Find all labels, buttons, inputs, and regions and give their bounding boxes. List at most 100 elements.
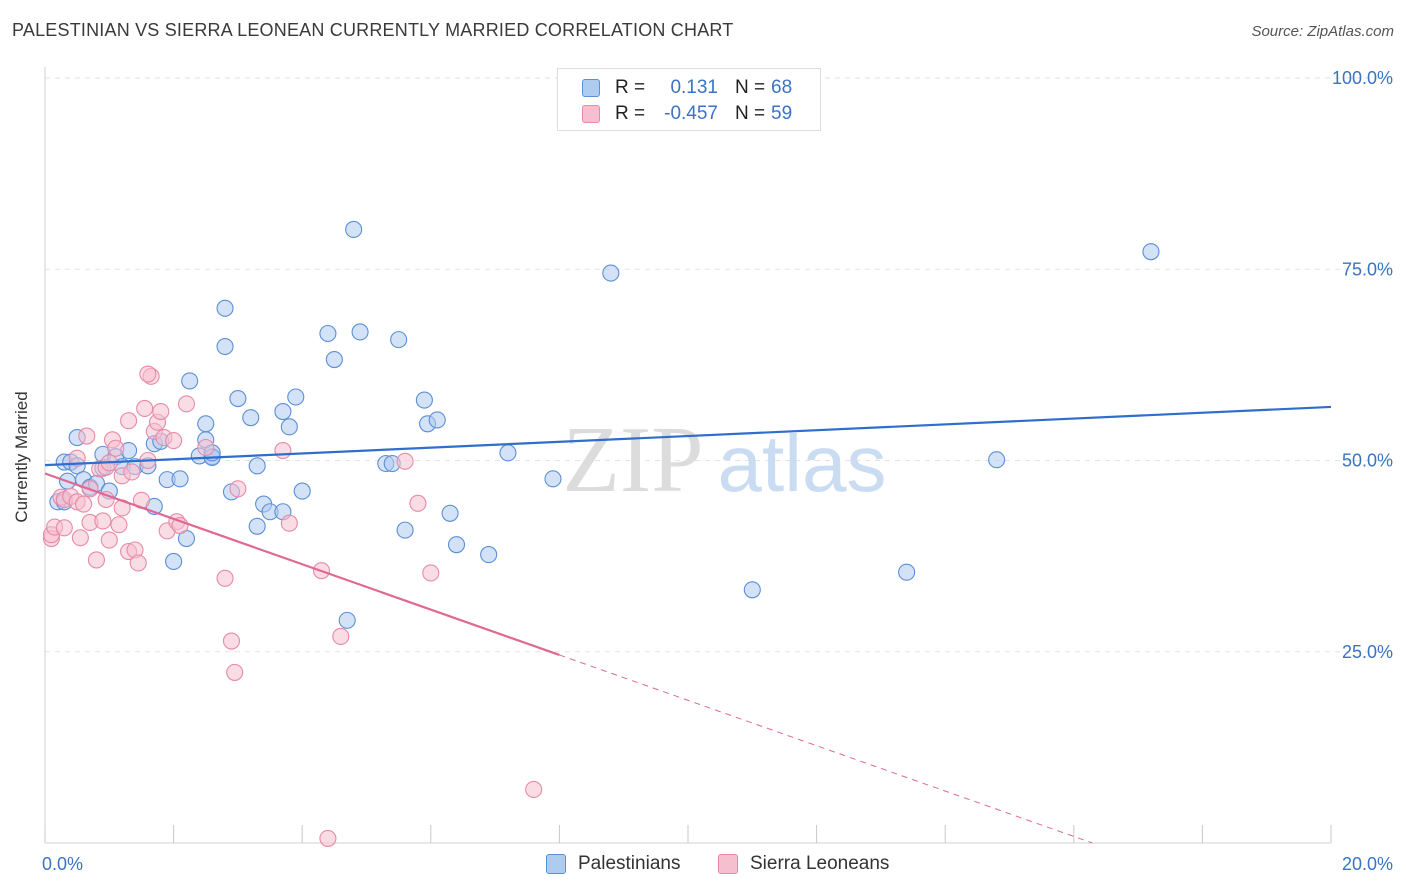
grid-lines [45, 77, 1392, 653]
y-tick-label: 75.0% [1342, 259, 1393, 279]
watermark-zip: ZIP [563, 408, 704, 512]
sierra-leonean-point [229, 480, 247, 498]
y-tick-label: 25.0% [1342, 642, 1393, 662]
n-label: N = [735, 77, 766, 98]
palestinian-point [165, 552, 183, 571]
sierra-leonean-point [177, 395, 196, 413]
palestinian-point [197, 415, 215, 433]
sierra-leoneans-trend-line [44, 472, 560, 657]
palestinian-point [988, 451, 1006, 469]
n-label: N = [735, 103, 766, 124]
sierra-leonean-point [422, 564, 440, 582]
sierra-leonean-point [226, 663, 244, 681]
r-label: R = [615, 77, 646, 98]
sierra-leoneans-legend-swatch [718, 854, 738, 874]
palestinian-point [447, 536, 466, 554]
palestinian-point [181, 372, 199, 390]
palestinian-point [602, 264, 620, 282]
palestinian-point [274, 402, 292, 421]
palestinian-point [216, 299, 234, 317]
palestinian-point [428, 411, 446, 429]
sierra-leonean-point [152, 402, 170, 421]
palestinians-swatch [582, 79, 600, 97]
palestinian-point [351, 323, 369, 341]
watermark-atlas: atlas [718, 419, 887, 508]
sierra-leonean-point [197, 438, 215, 457]
palestinian-point [229, 389, 247, 408]
y-tick-label: 50.0% [1342, 451, 1393, 471]
r-value: -0.457 [664, 103, 718, 124]
trend-lines [44, 405, 1332, 844]
sierra-leoneans-swatch [582, 105, 600, 123]
tick-labels: 100.0% 75.0% 50.0% 25.0% 0.0% 20.0% [42, 68, 1393, 874]
n-value: 68 [771, 77, 793, 98]
sierra-leonean-point [55, 519, 73, 537]
palestinians-legend-swatch [546, 854, 566, 874]
palestinian-point [743, 581, 761, 599]
legend-label: Sierra Leoneans [750, 853, 890, 874]
n-value: 59 [771, 103, 793, 124]
sierra-leonean-point [68, 449, 86, 467]
stats-legend-row-sierra-leoneans: R = -0.457 N = 59 [558, 101, 820, 127]
palestinian-point [216, 337, 234, 356]
legend-item-sierra-leoneans[interactable]: Sierra Leoneans [718, 852, 908, 876]
sierra-leonean-point [139, 365, 157, 383]
palestinian-point [499, 444, 517, 462]
palestinians-trend-line [44, 405, 1332, 467]
palestinian-point [345, 220, 363, 239]
sierra-leoneans-trend-extension [559, 654, 1093, 844]
r-label: R = [615, 103, 646, 124]
palestinian-point [1142, 243, 1160, 261]
sierra-leonean-point [525, 780, 543, 799]
source-label: Source: ZipAtlas.com [1251, 23, 1394, 40]
sierra-leonean-point [280, 514, 298, 532]
palestinian-point [280, 418, 298, 436]
sierra-leonean-point [123, 463, 141, 481]
sierra-leonean-point [136, 399, 154, 418]
axes [44, 67, 1332, 844]
stats-legend-row-palestinians: R = 0.131 N = 68 [558, 75, 820, 101]
sierra-leonean-point [129, 554, 147, 572]
palestinian-point [441, 504, 459, 522]
palestinian-point [396, 521, 414, 539]
sierra-leonean-point [274, 442, 292, 460]
palestinian-point [248, 517, 266, 535]
sierra-leonean-point [110, 516, 128, 534]
x-tick-label: 0.0% [42, 854, 83, 874]
x-tick-label: 20.0% [1342, 854, 1393, 874]
r-value: 0.131 [670, 77, 718, 98]
palestinian-point [898, 563, 916, 581]
sierra-leonean-point [396, 452, 414, 470]
data-points [42, 220, 1160, 847]
sierra-leonean-point [94, 512, 112, 530]
sierra-leonean-point [332, 627, 350, 646]
palestinian-point [544, 470, 562, 488]
stats-legend: R = 0.131 N = 68 R = -0.457 N = 59 [557, 68, 821, 131]
sierra-leonean-point [75, 495, 93, 513]
sierra-leonean-point [319, 829, 337, 847]
palestinian-point [287, 388, 305, 406]
palestinian-point [293, 482, 311, 500]
sierra-leonean-point [165, 432, 183, 450]
palestinian-point [325, 350, 343, 369]
chart-title: PALESTINIAN VS SIERRA LEONEAN CURRENTLY … [12, 20, 734, 40]
watermark: ZIP atlas [563, 408, 887, 512]
palestinian-point [390, 331, 408, 349]
palestinian-point [415, 391, 433, 409]
palestinian-point [242, 409, 260, 427]
palestinian-point [480, 546, 498, 564]
sierra-leonean-point [71, 529, 89, 547]
sierra-leonean-point [100, 531, 118, 549]
sierra-leonean-point [107, 439, 125, 457]
sierra-leonean-point [222, 632, 241, 650]
sierra-leonean-point [87, 551, 105, 569]
palestinian-point [319, 324, 337, 343]
palestinian-point [338, 611, 356, 629]
y-tick-label: 100.0% [1332, 68, 1393, 88]
palestinian-point [248, 457, 266, 475]
palestinian-point [171, 470, 189, 488]
sierra-leonean-point [409, 494, 427, 512]
legend-item-palestinians[interactable]: Palestinians [546, 852, 706, 876]
sierra-leonean-point [120, 412, 138, 430]
